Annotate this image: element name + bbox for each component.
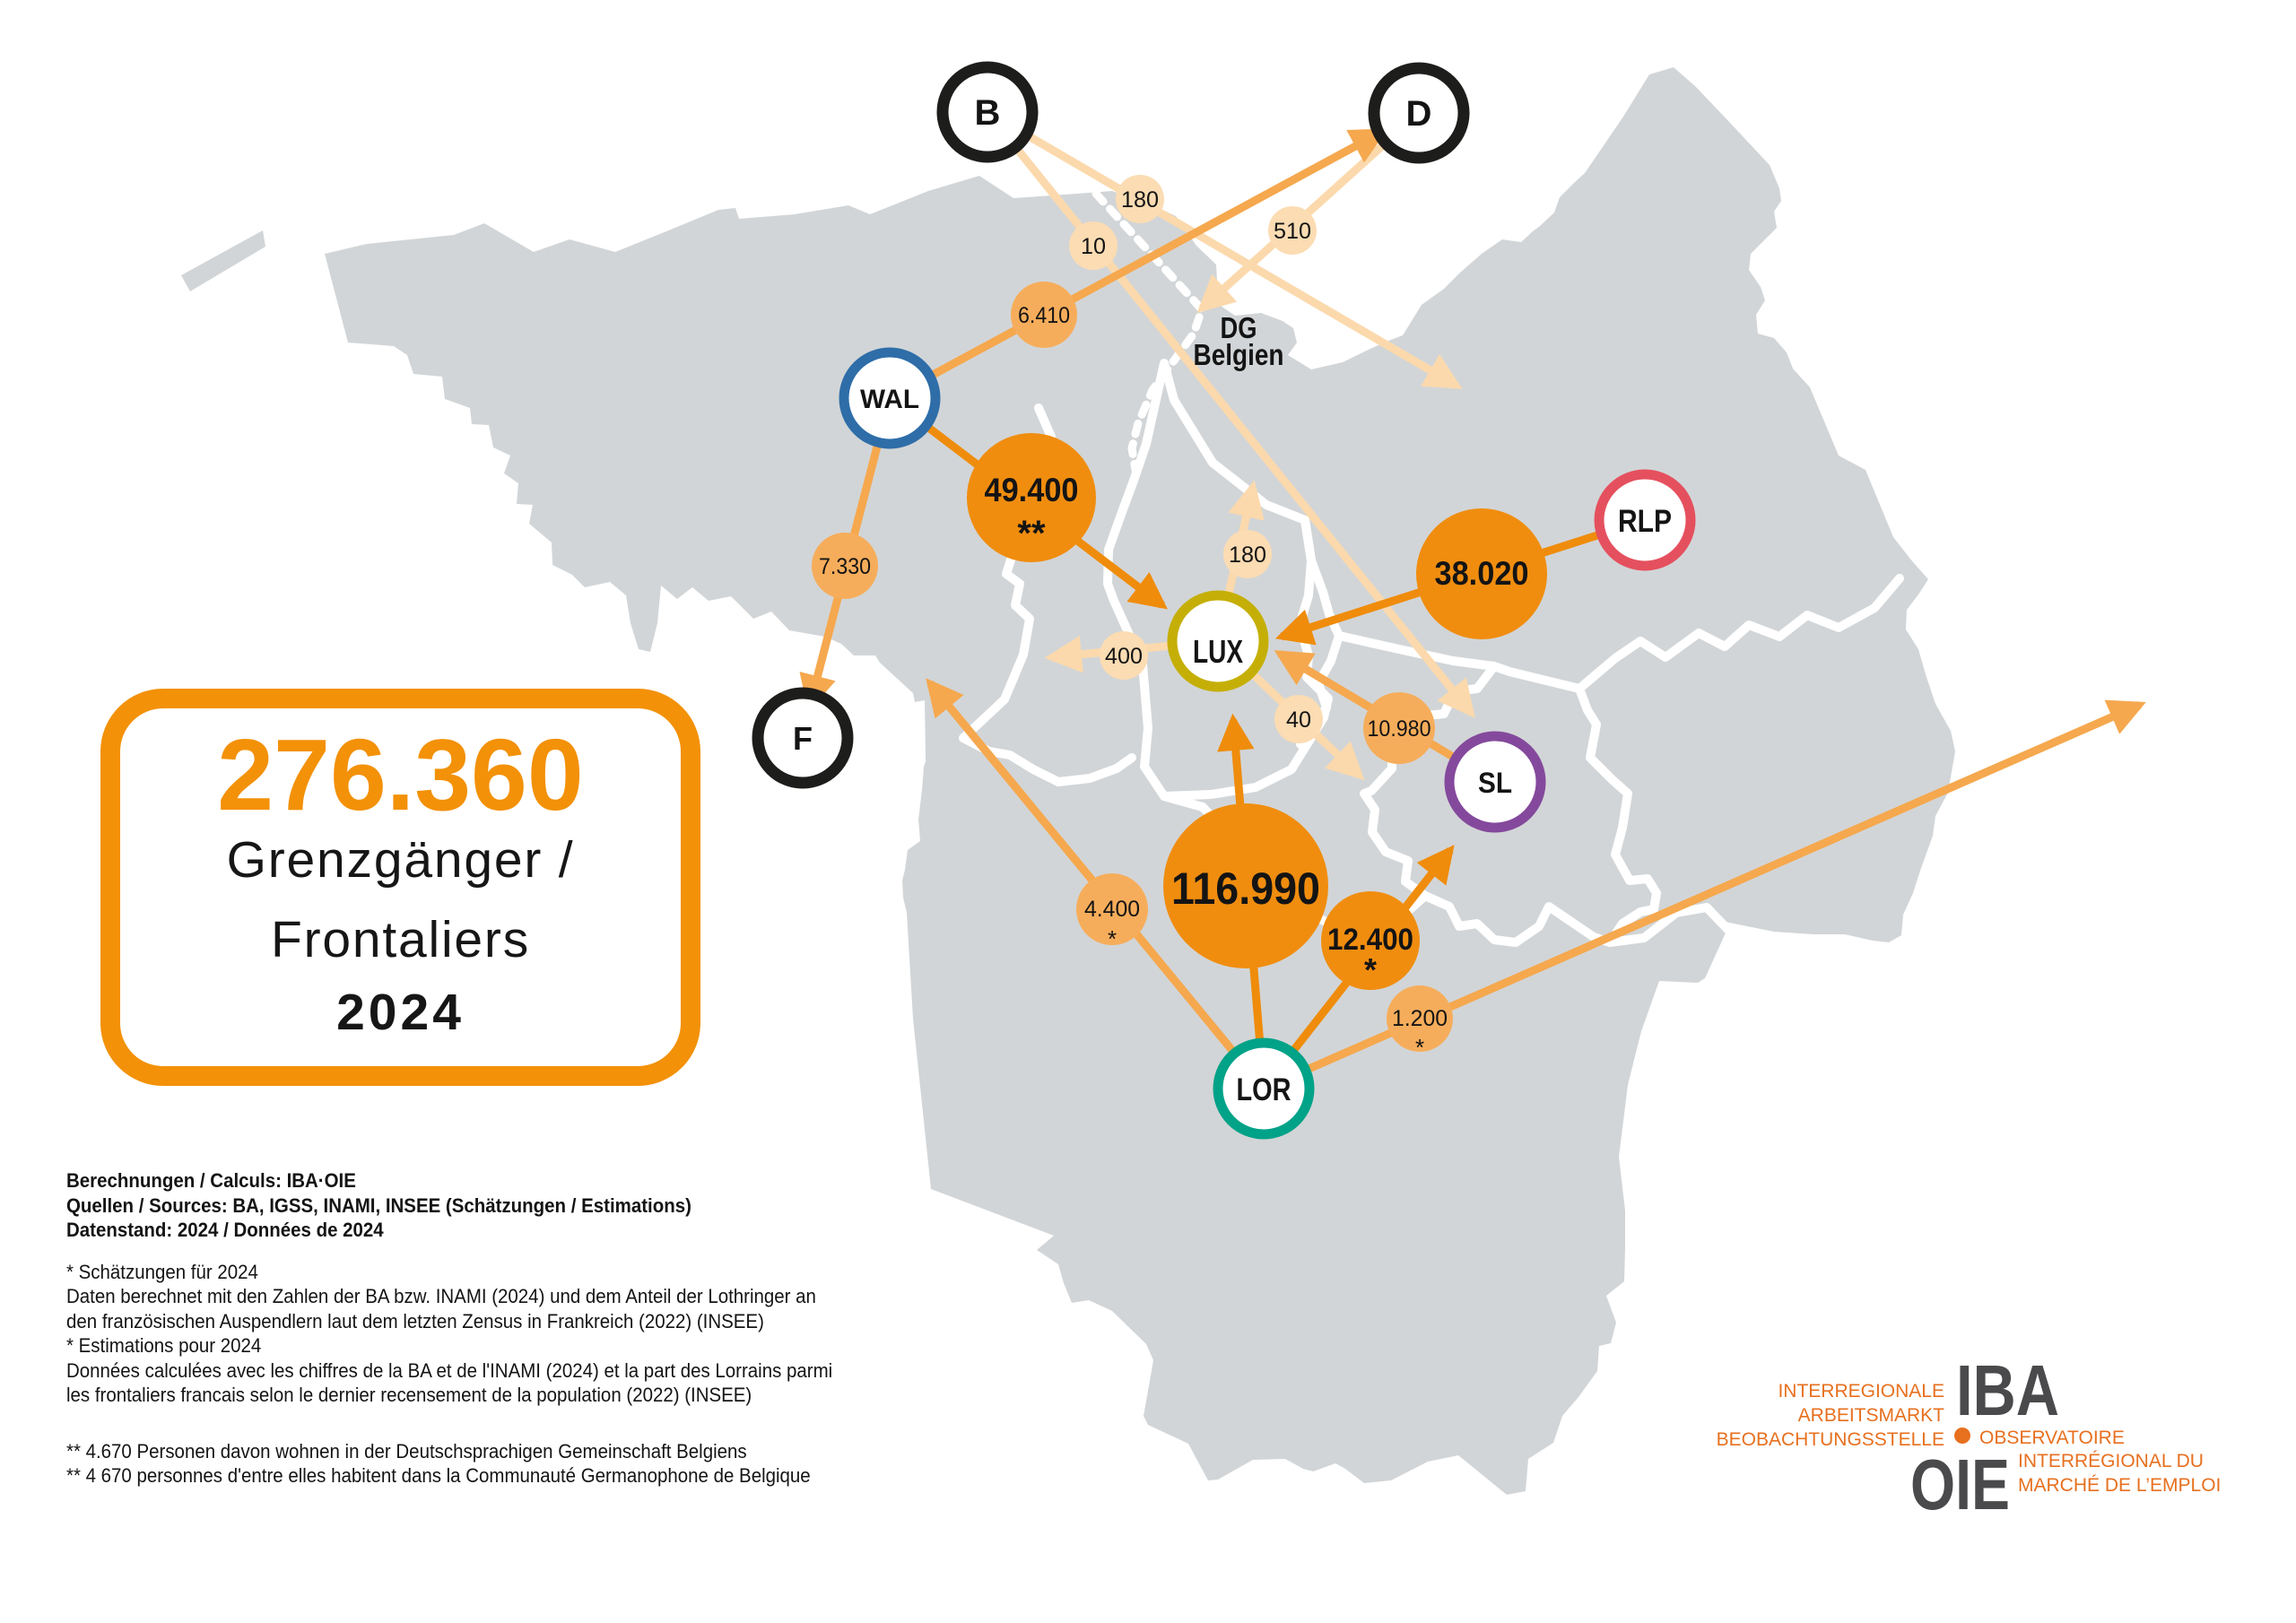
svg-text:SL: SL [1478,767,1512,799]
svg-text:6.410: 6.410 [1018,303,1070,328]
svg-text:10.980: 10.980 [1368,716,1431,742]
svg-text:*: * [1364,951,1377,988]
svg-text:10: 10 [1081,234,1106,259]
svg-text:12.400: 12.400 [1327,923,1413,957]
svg-text:38.020: 38.020 [1435,555,1529,592]
svg-text:4.400: 4.400 [1084,897,1140,922]
svg-text:180: 180 [1229,542,1266,568]
svg-text:7.330: 7.330 [819,554,871,579]
svg-text:RLP: RLP [1618,504,1672,539]
svg-text:116.990: 116.990 [1171,864,1320,914]
svg-text:180: 180 [1121,187,1159,213]
svg-text:LUX: LUX [1193,633,1243,670]
svg-text:1.200: 1.200 [1392,1006,1448,1031]
svg-text:400: 400 [1105,644,1143,669]
svg-text:49.400: 49.400 [985,472,1079,508]
svg-text:*: * [1108,925,1117,952]
svg-text:*: * [1415,1034,1424,1061]
svg-text:B: B [975,93,1001,133]
svg-text:LOR: LOR [1237,1072,1292,1107]
svg-text:DG: DG [1221,311,1257,344]
svg-text:WAL: WAL [860,385,919,414]
svg-text:40: 40 [1286,707,1311,733]
svg-text:Belgien: Belgien [1194,338,1284,371]
svg-text:**: ** [1017,514,1046,553]
svg-text:D: D [1406,94,1432,134]
svg-text:F: F [793,720,813,757]
svg-text:510: 510 [1274,219,1311,244]
